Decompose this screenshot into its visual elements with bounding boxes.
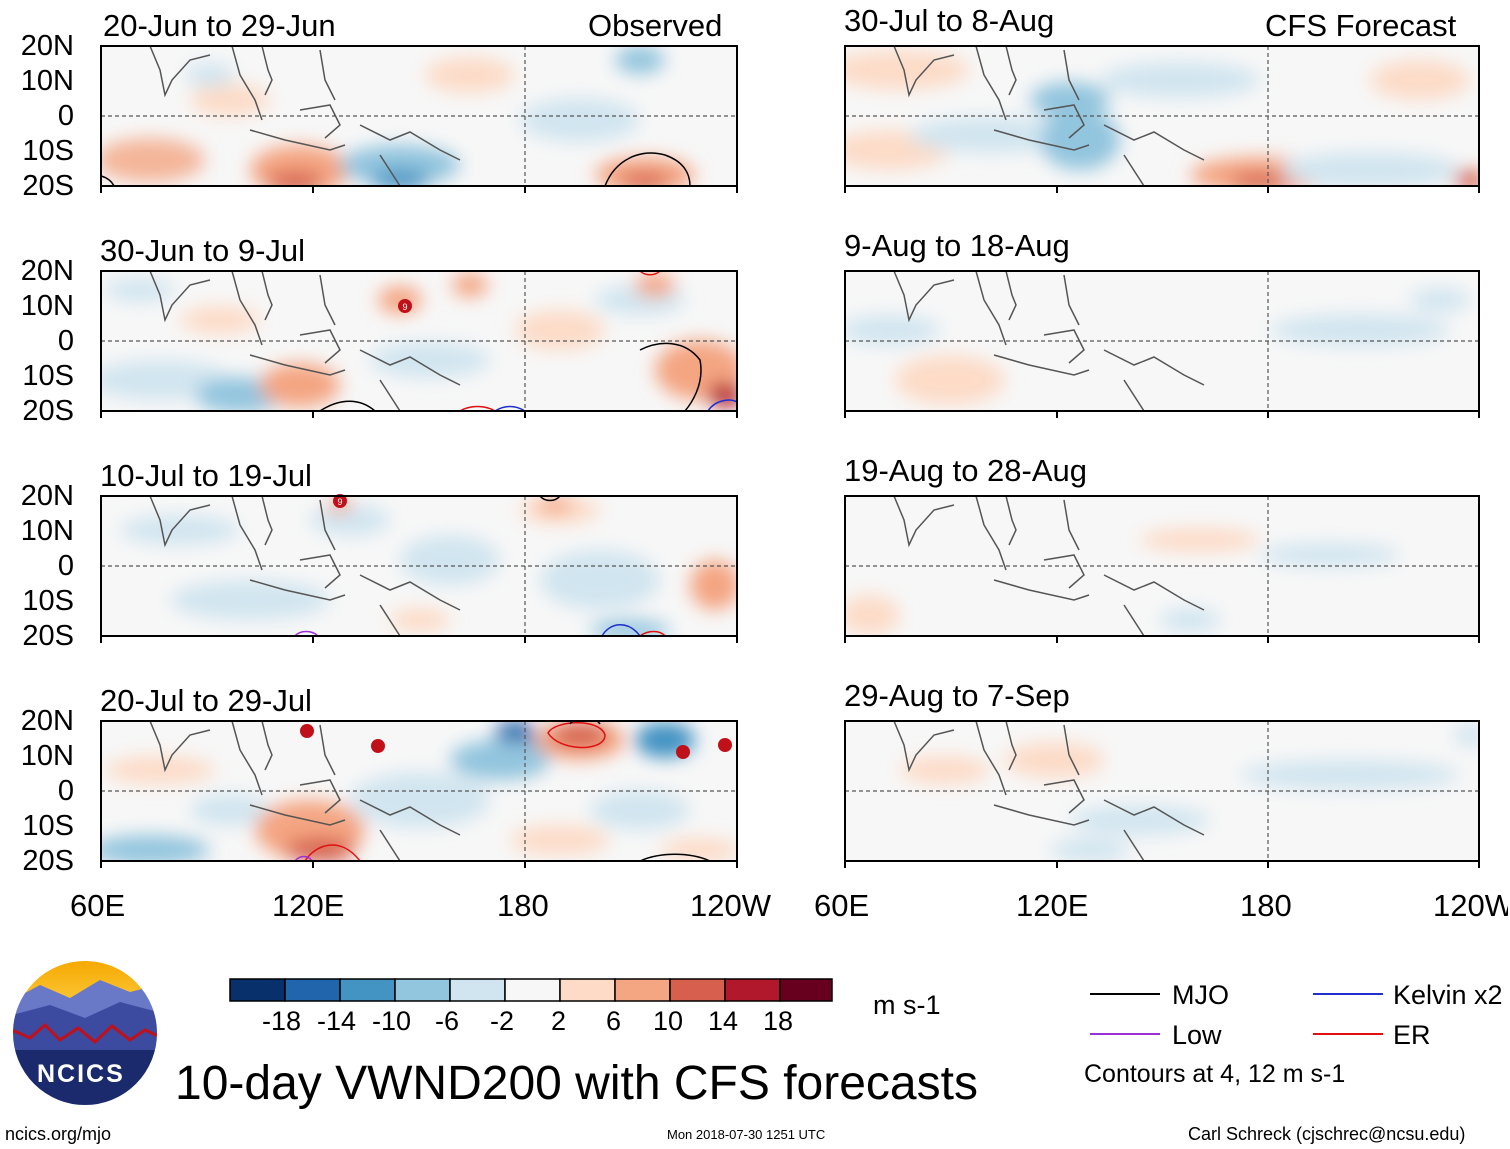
y-tick-label: 20N: [20, 30, 74, 62]
colorbar-swatch-10: [724, 978, 781, 1002]
colorbar-swatch-11: [779, 978, 833, 1002]
x-tick-label: 120E: [272, 888, 345, 923]
y-tick-label: 10S: [22, 810, 74, 842]
source-link[interactable]: ncics.org/mjo: [5, 1124, 112, 1144]
storm-symbol: 9: [398, 299, 412, 313]
y-tick-label: 10N: [20, 65, 74, 97]
contour-note: Contours at 4, 12 m s-1: [1084, 1060, 1346, 1088]
colorbar-swatch-2: [284, 978, 341, 1002]
colorbar-label: 6: [606, 1006, 622, 1036]
panel-title-obs-3: 10-Jul to 19-Jul: [100, 458, 312, 493]
y-tick-label: 0: [57, 325, 74, 357]
panel-title-obs-1: 20-Jun to 29-Jun: [103, 8, 336, 43]
y-tick-label: 10N: [20, 290, 74, 322]
x-tick-label: 120E: [1016, 888, 1089, 923]
coastlines: [149, 46, 461, 186]
y-tick-label: 20N: [20, 255, 74, 287]
y-tick-label: 20S: [22, 620, 74, 652]
panel-observed-3: 9: [100, 494, 738, 637]
panel-frame: [100, 45, 738, 187]
axis-ticks: [100, 186, 1480, 868]
panel-forecast-3: [844, 495, 1480, 637]
logo-text: NCICS: [37, 1060, 125, 1088]
legend-label-er: ER: [1393, 1020, 1431, 1050]
y-tick-label: 10S: [22, 135, 74, 167]
panel-title-fcst-1: 30-Jul to 8-Aug: [844, 3, 1055, 38]
y-tick-label: 0: [57, 775, 74, 807]
colorbar-label: 14: [708, 1006, 739, 1036]
panel-forecast-2: [844, 270, 1480, 412]
main-title: 10-day VWND200 with CFS forecasts: [175, 1057, 978, 1110]
author-credit: Carl Schreck (cjschrec@ncsu.edu): [1188, 1124, 1466, 1144]
colorbar-label: -18: [262, 1006, 302, 1036]
legend-label-low: Low: [1172, 1020, 1222, 1050]
x-tick-label: 180: [497, 888, 549, 923]
colorbar-label: 2: [551, 1006, 567, 1036]
forecast-header: CFS Forecast: [1265, 8, 1457, 43]
x-tick-label: 120W: [690, 888, 771, 923]
y-tick-label: 10N: [20, 515, 74, 547]
colorbar-swatch-8: [614, 978, 671, 1002]
panel-observed-4: [100, 720, 738, 862]
x-tick-label: 60E: [814, 888, 870, 923]
timestamp: Mon 2018-07-30 1251 UTC: [667, 1127, 826, 1142]
y-tick-label: 0: [57, 100, 74, 132]
svg-text:9: 9: [337, 497, 342, 507]
panel-observed-2: 9: [100, 270, 738, 412]
panel-forecast-1: [844, 45, 1480, 187]
x-tick-label: 120W: [1433, 890, 1508, 921]
observed-header: Observed: [588, 8, 723, 43]
legend-label-mjo: MJO: [1172, 980, 1229, 1010]
colorbar-swatch-7: [559, 978, 616, 1002]
x-tick-label: 180: [1240, 888, 1292, 923]
panel-title-obs-4: 20-Jul to 29-Jul: [100, 683, 312, 718]
y-tick-label: 20S: [22, 170, 74, 202]
colorbar-swatch-1: [229, 978, 286, 1002]
colorbar-label: 10: [653, 1006, 684, 1036]
panel-title-fcst-2: 9-Aug to 18-Aug: [844, 228, 1070, 263]
colorbar-label: -6: [435, 1006, 460, 1036]
anomaly-field: [101, 46, 695, 186]
y-tick-label: 20S: [22, 845, 74, 877]
units-label: m s-1: [873, 990, 941, 1020]
legend-lines: [1090, 993, 1383, 1035]
y-tick-label: 20S: [22, 395, 74, 427]
colorbar-swatch-3: [339, 978, 396, 1002]
colorbar-label: -2: [490, 1006, 515, 1036]
panel-title-obs-2: 30-Jun to 9-Jul: [100, 233, 306, 268]
colorbar-swatch-5: [449, 978, 506, 1002]
y-tick-label: 10S: [22, 585, 74, 617]
colorbar-label: -10: [372, 1006, 412, 1036]
panel-observed-1: [100, 45, 738, 187]
colorbar-swatch-6: [504, 978, 561, 1002]
legend-label-kelvin: Kelvin x2: [1393, 980, 1503, 1010]
panel-title-fcst-4: 29-Aug to 7-Sep: [844, 678, 1070, 713]
colorbar-swatch-4: [394, 978, 451, 1002]
colorbar-label: 18: [763, 1006, 794, 1036]
colorbar-swatch-9: [669, 978, 726, 1002]
y-tick-label: 20N: [20, 480, 74, 512]
y-tick-label: 10S: [22, 360, 74, 392]
y-tick-label: 0: [57, 550, 74, 582]
colorbar-label: -14: [317, 1006, 357, 1036]
panel-forecast-4: [844, 720, 1480, 862]
y-tick-label: 10N: [20, 740, 74, 772]
x-tick-label: 60E: [70, 888, 126, 923]
svg-text:9: 9: [402, 302, 407, 312]
panel-title-fcst-3: 19-Aug to 28-Aug: [844, 453, 1088, 488]
colorbar: [229, 978, 833, 1002]
mjo-contours: [101, 152, 691, 186]
y-tick-label: 20N: [20, 705, 74, 737]
